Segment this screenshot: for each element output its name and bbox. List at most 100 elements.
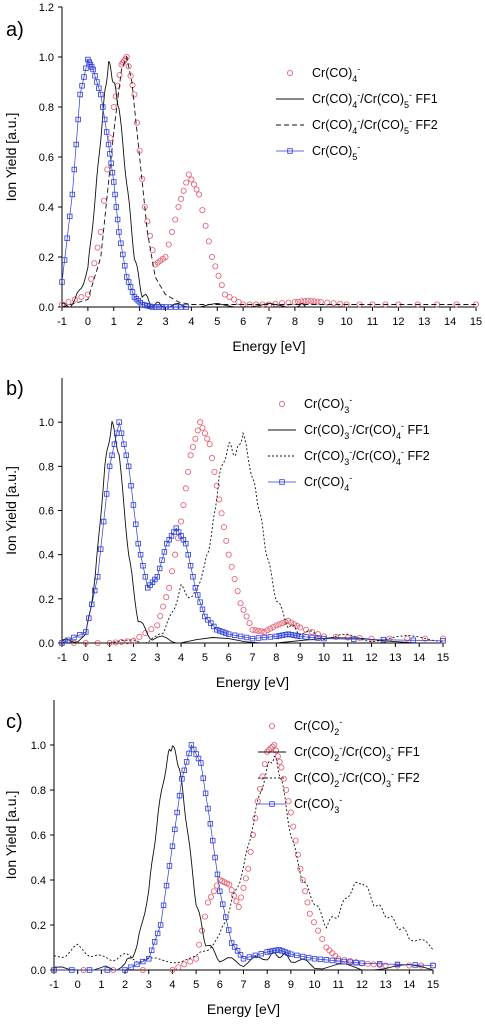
data-point [231, 296, 238, 303]
data-point [213, 882, 220, 889]
legend-label-part: Cr(CO) [294, 745, 334, 759]
legend-label: Cr(CO)4- [304, 473, 352, 493]
data-point [71, 166, 77, 173]
x-tick-label: 1 [111, 316, 117, 328]
data-point [274, 753, 281, 760]
data-point [185, 551, 191, 558]
data-point [186, 750, 192, 757]
data-point [285, 631, 291, 637]
data-point [75, 116, 81, 123]
legend-label-part: Cr(CO) [304, 423, 344, 437]
data-point [149, 304, 156, 310]
data-point [267, 625, 274, 632]
data-point [149, 247, 156, 254]
data-point [291, 621, 298, 628]
data-point [228, 887, 235, 894]
data-point [285, 299, 292, 306]
data-point [211, 623, 217, 630]
data-point [187, 452, 194, 459]
data-point [234, 588, 241, 595]
x-tick-label: 4 [169, 979, 175, 991]
data-point [213, 482, 220, 489]
x-tick-label: 10 [308, 979, 320, 991]
legend-label-part: 3 [344, 457, 349, 467]
data-point [246, 954, 253, 960]
legend-label-part: - [339, 717, 342, 727]
data-point [109, 452, 115, 458]
data-point [330, 300, 337, 307]
data-point [206, 441, 213, 448]
legend-label-part: FF2 [394, 771, 420, 785]
data-point [282, 632, 288, 638]
data-point [123, 452, 129, 458]
y-tick-label: 1.2 [39, 2, 54, 14]
data-point [187, 958, 194, 965]
data-point [172, 551, 179, 558]
x-tick-label: 9 [288, 979, 294, 991]
data-point [217, 888, 223, 894]
panel-label: b) [6, 378, 24, 400]
data-point [113, 204, 120, 210]
data-point [299, 877, 306, 884]
x-tick-label: 6 [226, 652, 232, 664]
data-point [136, 147, 143, 154]
data-point [282, 949, 288, 955]
legend-marker [268, 723, 275, 730]
data-point [100, 518, 107, 525]
data-point [285, 950, 291, 956]
data-point [309, 634, 315, 641]
data-point [181, 961, 188, 968]
data-point [329, 957, 336, 964]
data-point [190, 181, 197, 188]
legend-item: Cr(CO)2-/Cr(CO)3- FF1 [258, 743, 420, 763]
data-point [154, 574, 160, 580]
x-tick-label: 7 [249, 652, 255, 664]
x-tick-label: -1 [57, 652, 67, 664]
data-point [209, 253, 216, 260]
legend-label: Cr(CO)2-/Cr(CO)3- FF1 [294, 743, 420, 763]
data-point [347, 959, 353, 965]
data-point [237, 633, 244, 640]
data-point [197, 419, 204, 426]
data-point [172, 826, 178, 833]
data-point [278, 764, 285, 771]
data-point [92, 587, 98, 594]
data-point [264, 627, 271, 634]
data-point [264, 949, 270, 955]
x-tick-label: 12 [356, 979, 368, 991]
data-point [335, 958, 341, 964]
data-point [344, 634, 351, 641]
data-point [314, 298, 321, 305]
data-point [332, 633, 339, 640]
data-point [212, 854, 218, 861]
data-point [192, 585, 199, 591]
data-point [273, 747, 280, 754]
legend-label-part: FF1 [412, 92, 438, 106]
legend-item: Cr(CO)4-/Cr(CO)5- FF2 [276, 116, 438, 136]
data-point [321, 635, 327, 642]
data-point [192, 435, 199, 442]
y-tick-label: 0.6 [31, 830, 46, 842]
data-point [326, 947, 333, 954]
legend-label-part: Cr(CO) [312, 66, 352, 80]
data-point [226, 881, 233, 888]
data-point [228, 563, 235, 570]
y-tick-label: 0.2 [39, 594, 54, 606]
legend-label-part: - [357, 116, 360, 126]
data-point [108, 160, 114, 166]
legend-label-part: 4 [352, 126, 357, 136]
x-tick-label: 0 [83, 652, 89, 664]
y-tick-label: 1.0 [31, 740, 46, 752]
data-point [329, 950, 336, 957]
legend-label: Cr(CO)2-/Cr(CO)3- FF2 [294, 769, 420, 789]
data-point [96, 85, 102, 91]
data-point [237, 952, 244, 958]
data-point [267, 745, 274, 752]
x-tick-label: 5 [214, 316, 220, 328]
data-point [287, 809, 294, 816]
data-point [267, 634, 274, 640]
legend-label: Cr(CO)3- [304, 395, 352, 415]
data-point [137, 551, 144, 558]
x-tick-label: 10 [318, 652, 330, 664]
legend-label: Cr(CO)5- [312, 142, 360, 162]
